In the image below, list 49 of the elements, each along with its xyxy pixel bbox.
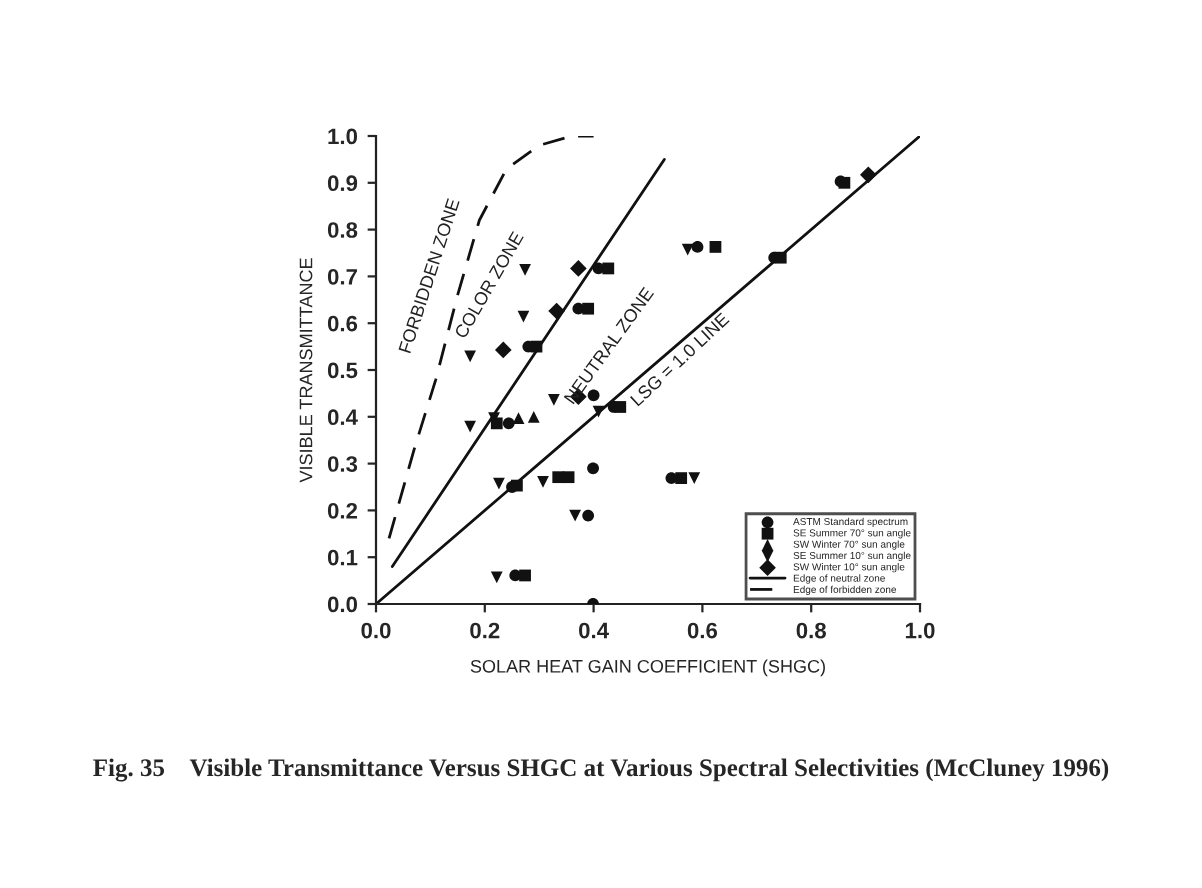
- point: [709, 241, 722, 253]
- point: [511, 479, 523, 492]
- point: [464, 420, 476, 433]
- y-tick-label: 0.3: [327, 456, 358, 472]
- y-tick-label: 0.2: [327, 502, 358, 519]
- point: [493, 477, 505, 490]
- y-axis-title: VISIBLE TRANSMITTANCE: [299, 258, 313, 483]
- y-tick-label: 0.4: [327, 409, 358, 426]
- y-tick-label: 0.5: [327, 362, 358, 379]
- point: [570, 260, 587, 277]
- point: [774, 251, 787, 264]
- x-tick-label: 0.0: [361, 622, 391, 639]
- point: [592, 405, 605, 418]
- point: [582, 509, 595, 522]
- point: [602, 262, 615, 275]
- point: [681, 243, 694, 256]
- point: [691, 241, 704, 253]
- x-tick-label: 0.2: [470, 622, 500, 639]
- y-tick-label: 1.0: [328, 128, 358, 145]
- point: [490, 571, 503, 584]
- point: [464, 350, 476, 363]
- point: [517, 310, 530, 323]
- point: [502, 417, 515, 430]
- x-tick-label: 1.0: [905, 622, 935, 639]
- y-tick-label: 0.9: [327, 175, 358, 192]
- point: [582, 302, 595, 315]
- point: [519, 569, 531, 582]
- point: [494, 341, 512, 359]
- x-axis-title: SOLAR HEAT GAIN COEFFICIENT (SHGC): [470, 659, 825, 677]
- caption: Fig. 35 Visible Transmittance Versus SHGC at Various Spectral Selectivities (McCluney 1996): [93, 758, 1109, 782]
- y-tick-label: 0.1: [327, 549, 358, 566]
- point: [859, 166, 877, 184]
- point: [548, 394, 560, 406]
- point: [562, 471, 575, 484]
- point: [569, 509, 581, 522]
- point: [552, 471, 565, 484]
- y-tick-label: 0.8: [327, 222, 358, 238]
- point: [527, 410, 540, 423]
- x-tick-label: 0.8: [796, 622, 826, 639]
- point: [675, 472, 688, 484]
- x-tick-label: 0.6: [687, 622, 718, 639]
- y-tick-label: 0.0: [327, 596, 358, 613]
- x-tick-label: 0.4: [579, 622, 609, 639]
- point: [587, 462, 599, 475]
- point: [688, 472, 701, 484]
- point: [537, 475, 549, 488]
- y-tick-label: 0.6: [327, 315, 358, 332]
- y-tick-label: 0.7: [327, 268, 357, 285]
- point: [548, 302, 565, 320]
